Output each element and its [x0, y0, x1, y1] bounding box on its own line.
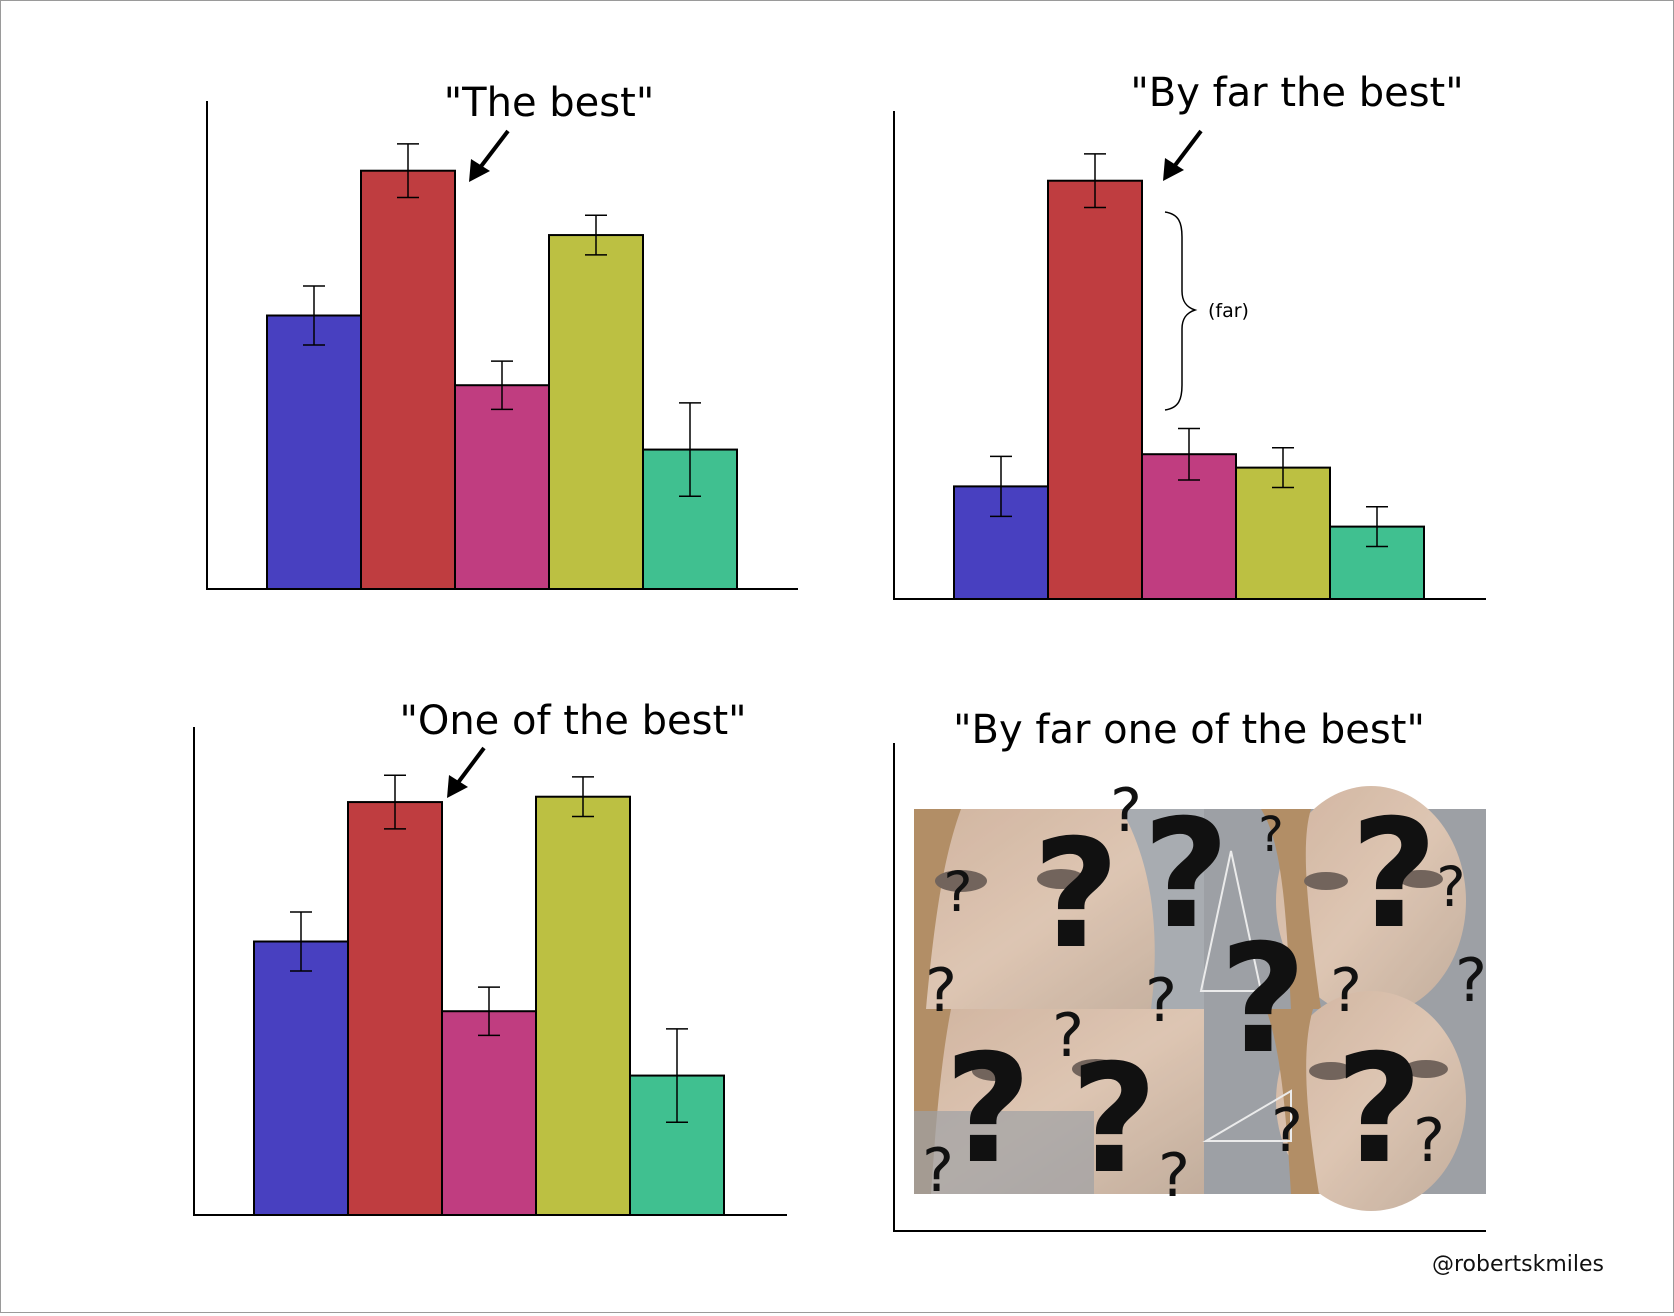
question-mark: ? [943, 860, 972, 924]
bar [253, 940, 349, 1216]
chart-the-best: "The best" [206, 80, 798, 591]
question-mark: ? [1436, 855, 1465, 919]
error-bar [397, 143, 419, 199]
confused-meme-image [914, 786, 1486, 1211]
question-mark: ? [925, 956, 957, 1026]
meme-face [914, 1009, 1204, 1194]
bar [266, 314, 362, 590]
question-mark: ? [1335, 1023, 1422, 1197]
bar [548, 234, 644, 590]
question-mark: ? [1110, 776, 1142, 846]
question-mark: ? [1032, 808, 1119, 982]
error-bar [1366, 506, 1388, 548]
brace [1164, 211, 1198, 411]
author-credit: @robertskmiles [1431, 1252, 1604, 1277]
error-bar [1272, 447, 1294, 489]
question-mark: ? [1070, 1033, 1157, 1207]
bar [454, 384, 550, 590]
chart-by-far-the-best: "By far the best" (far) [893, 70, 1486, 601]
error-bar [666, 1028, 688, 1123]
meme-face [914, 809, 1204, 1009]
error-bar [585, 214, 607, 256]
meme-face [1202, 991, 1486, 1211]
bar [1047, 179, 1143, 600]
chart-title: "By far one of the best" [953, 707, 1425, 753]
question-mark: ? [1219, 913, 1306, 1087]
question-mark: ? [922, 1136, 954, 1206]
question-mark: ? [1350, 788, 1437, 962]
error-bar [303, 285, 325, 346]
question-mark: ? [1258, 807, 1283, 863]
error-bar [290, 911, 312, 972]
question-mark: ? [1158, 1141, 1190, 1211]
question-mark: ? [1455, 946, 1487, 1016]
annotation-arrow [1163, 129, 1203, 181]
annotation-arrow [469, 129, 510, 182]
bar [441, 1010, 537, 1216]
chart-title: "One of the best" [399, 698, 746, 744]
question-mark: ? [944, 1023, 1031, 1197]
bar [360, 169, 456, 590]
brace-label: (far) [1208, 300, 1249, 322]
chart-by-far-one-of-the-best: "By far one of the best" [893, 707, 1487, 1232]
error-bar [1084, 153, 1106, 209]
question-mark: ? [1052, 1001, 1084, 1071]
error-bar [491, 360, 513, 411]
error-bar [679, 402, 701, 497]
bar [535, 795, 631, 1216]
meme-face [1199, 786, 1486, 1016]
question-mark: ? [1142, 788, 1229, 962]
question-mark: ? [1413, 1106, 1445, 1176]
error-bar [1178, 427, 1200, 481]
error-bar [478, 986, 500, 1037]
question-mark: ? [1271, 1096, 1303, 1166]
question-mark: ? [1330, 956, 1362, 1026]
question-marks: ???????????????????? [922, 776, 1487, 1211]
annotation-arrow [447, 746, 486, 798]
error-bar [990, 455, 1012, 518]
chart-one-of-the-best: "One of the best" [193, 698, 787, 1216]
chart-title: "The best" [444, 80, 654, 126]
chart-title: "By far the best" [1130, 70, 1463, 116]
error-bar [384, 774, 406, 830]
bar [347, 801, 443, 1216]
question-mark: ? [1145, 966, 1177, 1036]
error-bar [572, 776, 594, 818]
